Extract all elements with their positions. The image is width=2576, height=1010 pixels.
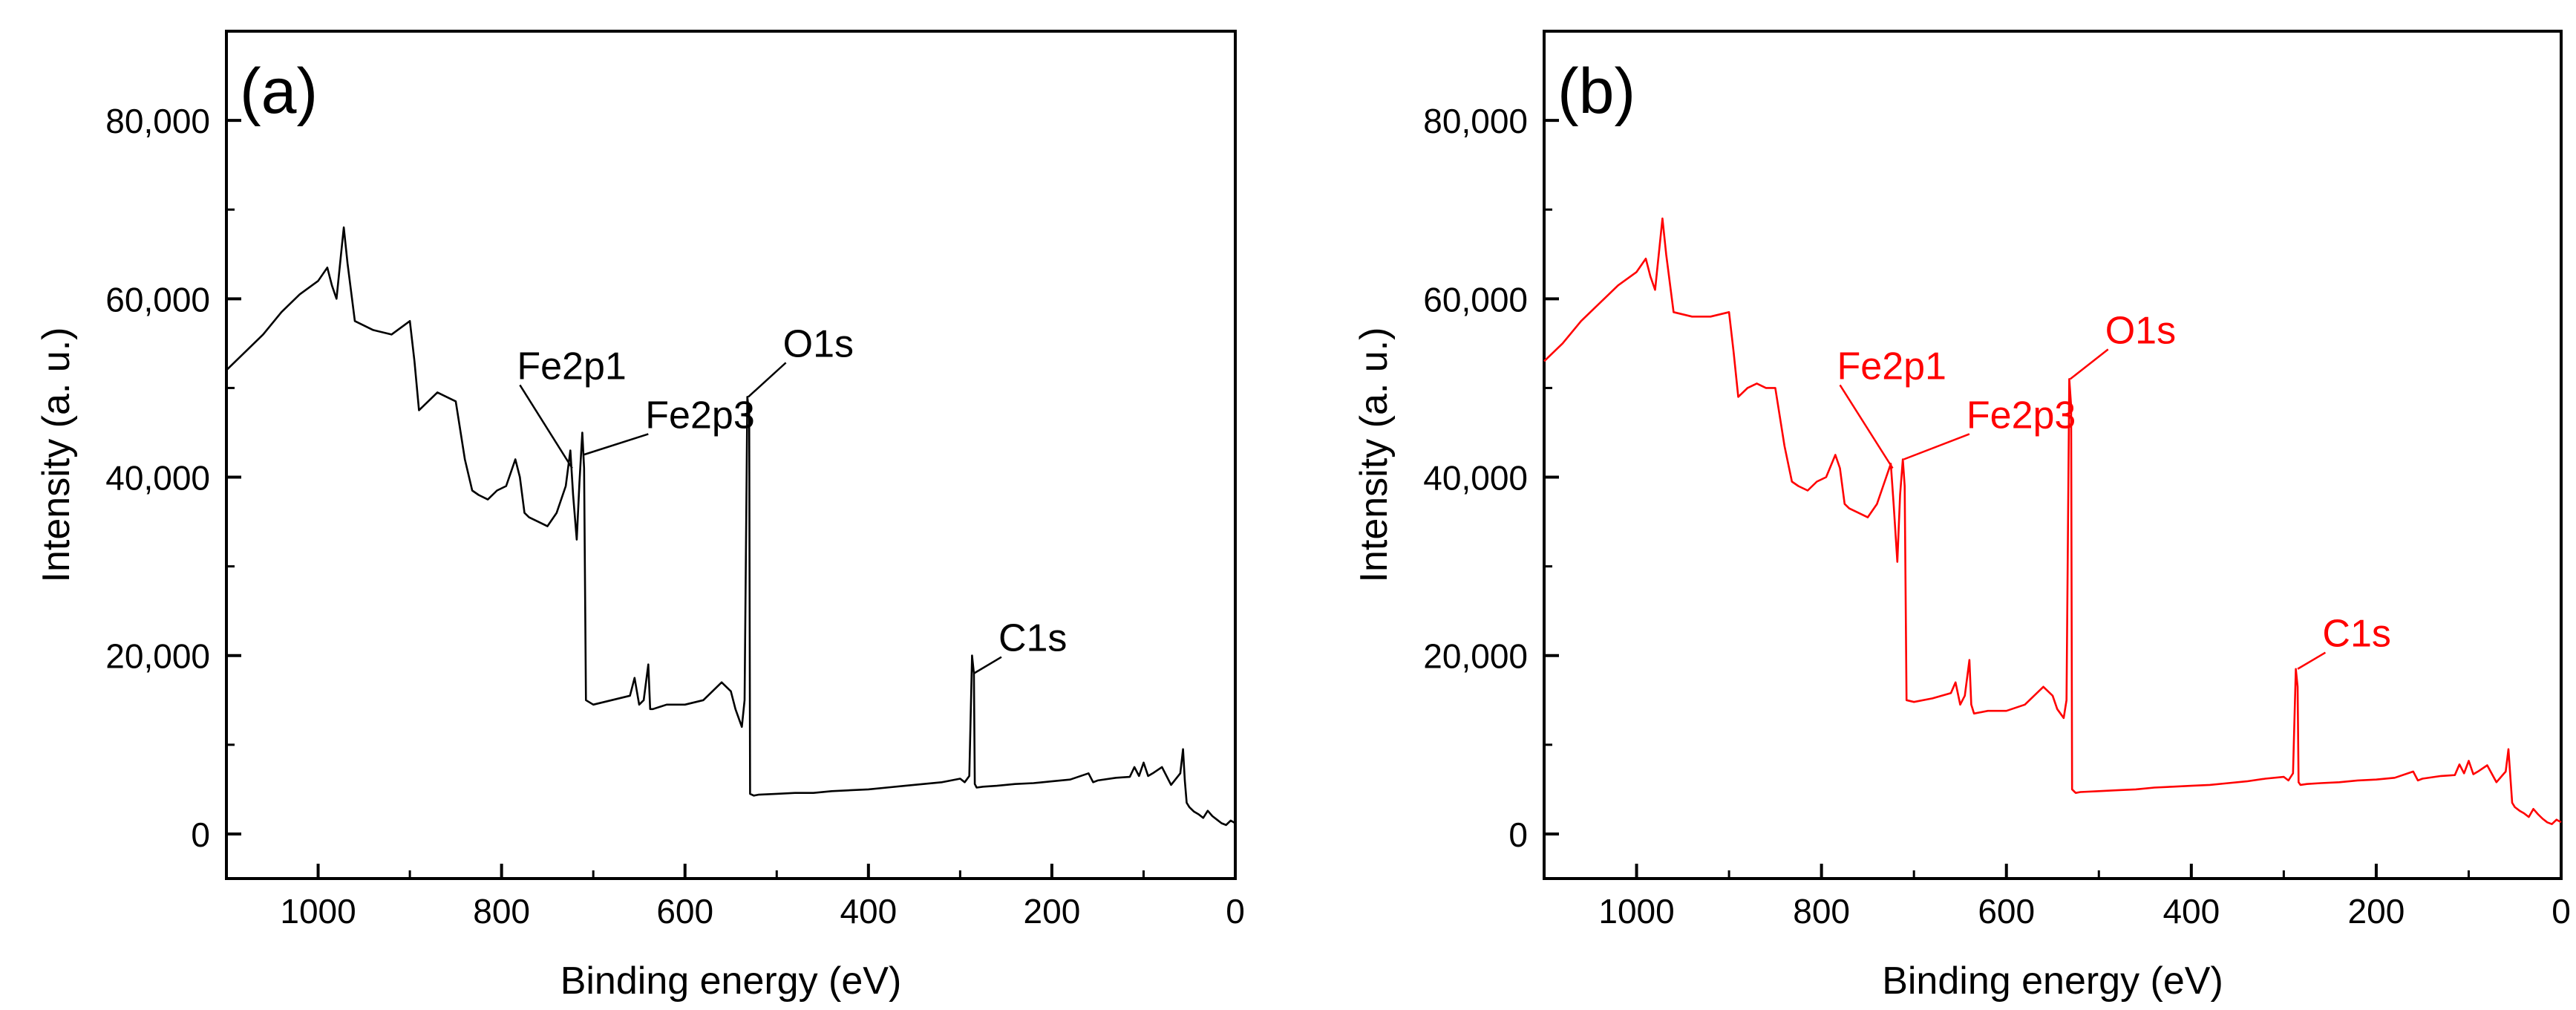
x-tick-label: 600 <box>1978 892 2035 931</box>
x-tick-label: 200 <box>2348 892 2405 931</box>
annotation-leader <box>519 384 573 469</box>
annotation-leader <box>1839 384 1894 469</box>
peak-label: Fe2p1 <box>1837 345 1946 388</box>
peak-label: Fe2p3 <box>1967 394 2076 437</box>
x-tick-label: 800 <box>1793 892 1850 931</box>
x-tick-label: 400 <box>840 892 897 931</box>
peak-annotations: Fe2p1 Fe2p3 O1s C1s <box>517 322 1067 674</box>
y-tick-label: 80,000 <box>105 102 210 140</box>
y-tick-label: 0 <box>1508 815 1528 854</box>
x-tick-label: 0 <box>2552 892 2571 931</box>
panel-b: 0 20,000 40,000 60,000 80,000 1000 800 600 400 2… <box>1353 30 2571 1003</box>
annotation-leader <box>583 433 649 456</box>
x-tick-label: 1000 <box>280 892 356 931</box>
peak-label: O1s <box>783 322 854 365</box>
panel-a: 0 20,000 40,000 60,000 80,000 1000 800 600 400 2… <box>35 30 1245 1003</box>
y-tick-label: 60,000 <box>1423 280 1528 319</box>
annotation-leader <box>1903 433 1970 460</box>
panel-label: (a) <box>240 56 318 127</box>
plot-frame <box>1543 30 2563 880</box>
x-axis: 1000 800 600 400 200 0 <box>1543 864 2571 931</box>
x-tick-label: 800 <box>473 892 530 931</box>
y-tick-label: 60,000 <box>105 280 210 319</box>
x-tick-label: 400 <box>2163 892 2220 931</box>
annotation-leader <box>973 656 1002 674</box>
y-axis: 0 20,000 40,000 60,000 80,000 <box>105 30 241 854</box>
x-tick-label: 200 <box>1024 892 1081 931</box>
y-tick-label: 20,000 <box>1423 637 1528 676</box>
annotation-leader <box>2069 348 2109 380</box>
y-tick-label: 40,000 <box>105 459 210 498</box>
peak-label: Fe2p3 <box>645 394 754 437</box>
x-tick-label: 600 <box>656 892 713 931</box>
x-tick-label: 0 <box>1226 892 1245 931</box>
peak-annotations: Fe2p1 Fe2p3 O1s C1s <box>1837 309 2391 670</box>
spectrum-line <box>226 226 1236 827</box>
y-tick-label: 20,000 <box>105 637 210 676</box>
peak-label: C1s <box>998 617 1067 660</box>
peak-label: O1s <box>2105 309 2176 352</box>
x-axis: 1000 800 600 400 200 0 <box>225 864 1245 931</box>
plot-frame <box>225 30 1237 880</box>
y-tick-label: 0 <box>191 815 210 854</box>
y-axis: 0 20,000 40,000 60,000 80,000 <box>1423 30 1559 854</box>
peak-label: Fe2p1 <box>517 345 626 388</box>
y-axis-title: Intensity (a. u.) <box>35 328 78 583</box>
annotation-leader <box>2297 651 2327 670</box>
x-axis-title: Binding energy (eV) <box>1882 960 2223 1003</box>
y-tick-label: 40,000 <box>1423 459 1528 498</box>
y-axis-title: Intensity (a. u.) <box>1353 328 1396 583</box>
peak-label: C1s <box>2322 613 2390 656</box>
spectrum-line <box>1543 217 2562 825</box>
x-axis-title: Binding energy (eV) <box>560 960 902 1003</box>
x-tick-label: 1000 <box>1598 892 1674 931</box>
y-tick-label: 80,000 <box>1423 102 1528 140</box>
panel-label: (b) <box>1557 56 1635 127</box>
annotation-leader <box>748 362 787 398</box>
